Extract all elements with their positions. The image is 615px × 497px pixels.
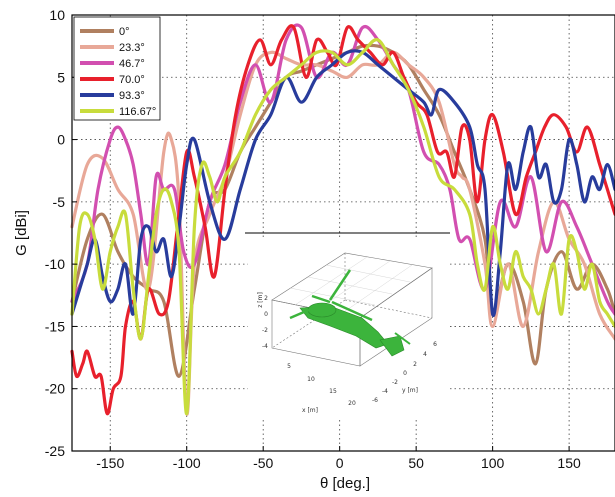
inset-z-tick: -4 <box>262 343 268 350</box>
inset-z-tick: -2 <box>262 327 268 334</box>
legend-label: 0° <box>119 26 130 38</box>
legend: 0° 23.3° 46.7° 70.0° 93.3° 116.67° <box>74 17 160 120</box>
y-tick-label: -15 <box>45 318 65 334</box>
inset-x-tick: 20 <box>348 400 356 407</box>
legend-label: 23.3° <box>119 42 145 54</box>
legend-label: 93.3° <box>119 90 145 102</box>
x-tick-label: 50 <box>408 455 424 471</box>
inset-x-tick: 15 <box>329 388 337 395</box>
inset-x-tick: 5 <box>287 363 291 370</box>
inset-y-tick: -2 <box>392 379 398 386</box>
y-tick-label: -10 <box>45 256 65 272</box>
y-tick-label: -5 <box>53 194 66 210</box>
x-tick-label: 100 <box>481 455 505 471</box>
inset-z-tick: 2 <box>264 295 268 302</box>
x-axis-label: θ [deg.] <box>320 475 370 492</box>
inset-3d-model: z [m] 2 0 -2 -4 5 10 15 20 x [m] -6 -4 -… <box>245 233 450 420</box>
y-tick-label: 0 <box>57 132 65 148</box>
legend-label: 70.0° <box>119 74 145 86</box>
inset-x-tick: 10 <box>307 376 315 383</box>
inset-z-tick: 0 <box>264 311 268 318</box>
x-tick-label: 150 <box>557 455 581 471</box>
y-axis-label: G [dBi] <box>13 210 30 256</box>
legend-label: 46.7° <box>119 58 145 70</box>
inset-z-axis-label: z [m] <box>257 292 264 308</box>
inset-y-tick: 6 <box>433 341 437 348</box>
inset-y-tick: 0 <box>403 370 407 377</box>
y-tick-label: 10 <box>49 7 65 23</box>
legend-label: 116.67° <box>119 106 156 118</box>
inset-y-tick: 4 <box>423 351 427 358</box>
y-tick-label: -25 <box>45 443 65 459</box>
x-tick-label: -100 <box>173 455 201 471</box>
inset-y-tick: -4 <box>382 388 388 395</box>
y-tick-label: 5 <box>57 69 65 85</box>
inset-x-axis-label: x [m] <box>302 407 318 414</box>
inset-y-tick: -6 <box>372 397 378 404</box>
inset-y-tick: 2 <box>413 361 417 368</box>
y-tick-label: -20 <box>45 381 65 397</box>
x-tick-label: -150 <box>96 455 124 471</box>
x-tick-label: -50 <box>253 455 273 471</box>
inset-y-axis-label: y [m] <box>402 387 418 394</box>
x-tick-label: 0 <box>336 455 344 471</box>
